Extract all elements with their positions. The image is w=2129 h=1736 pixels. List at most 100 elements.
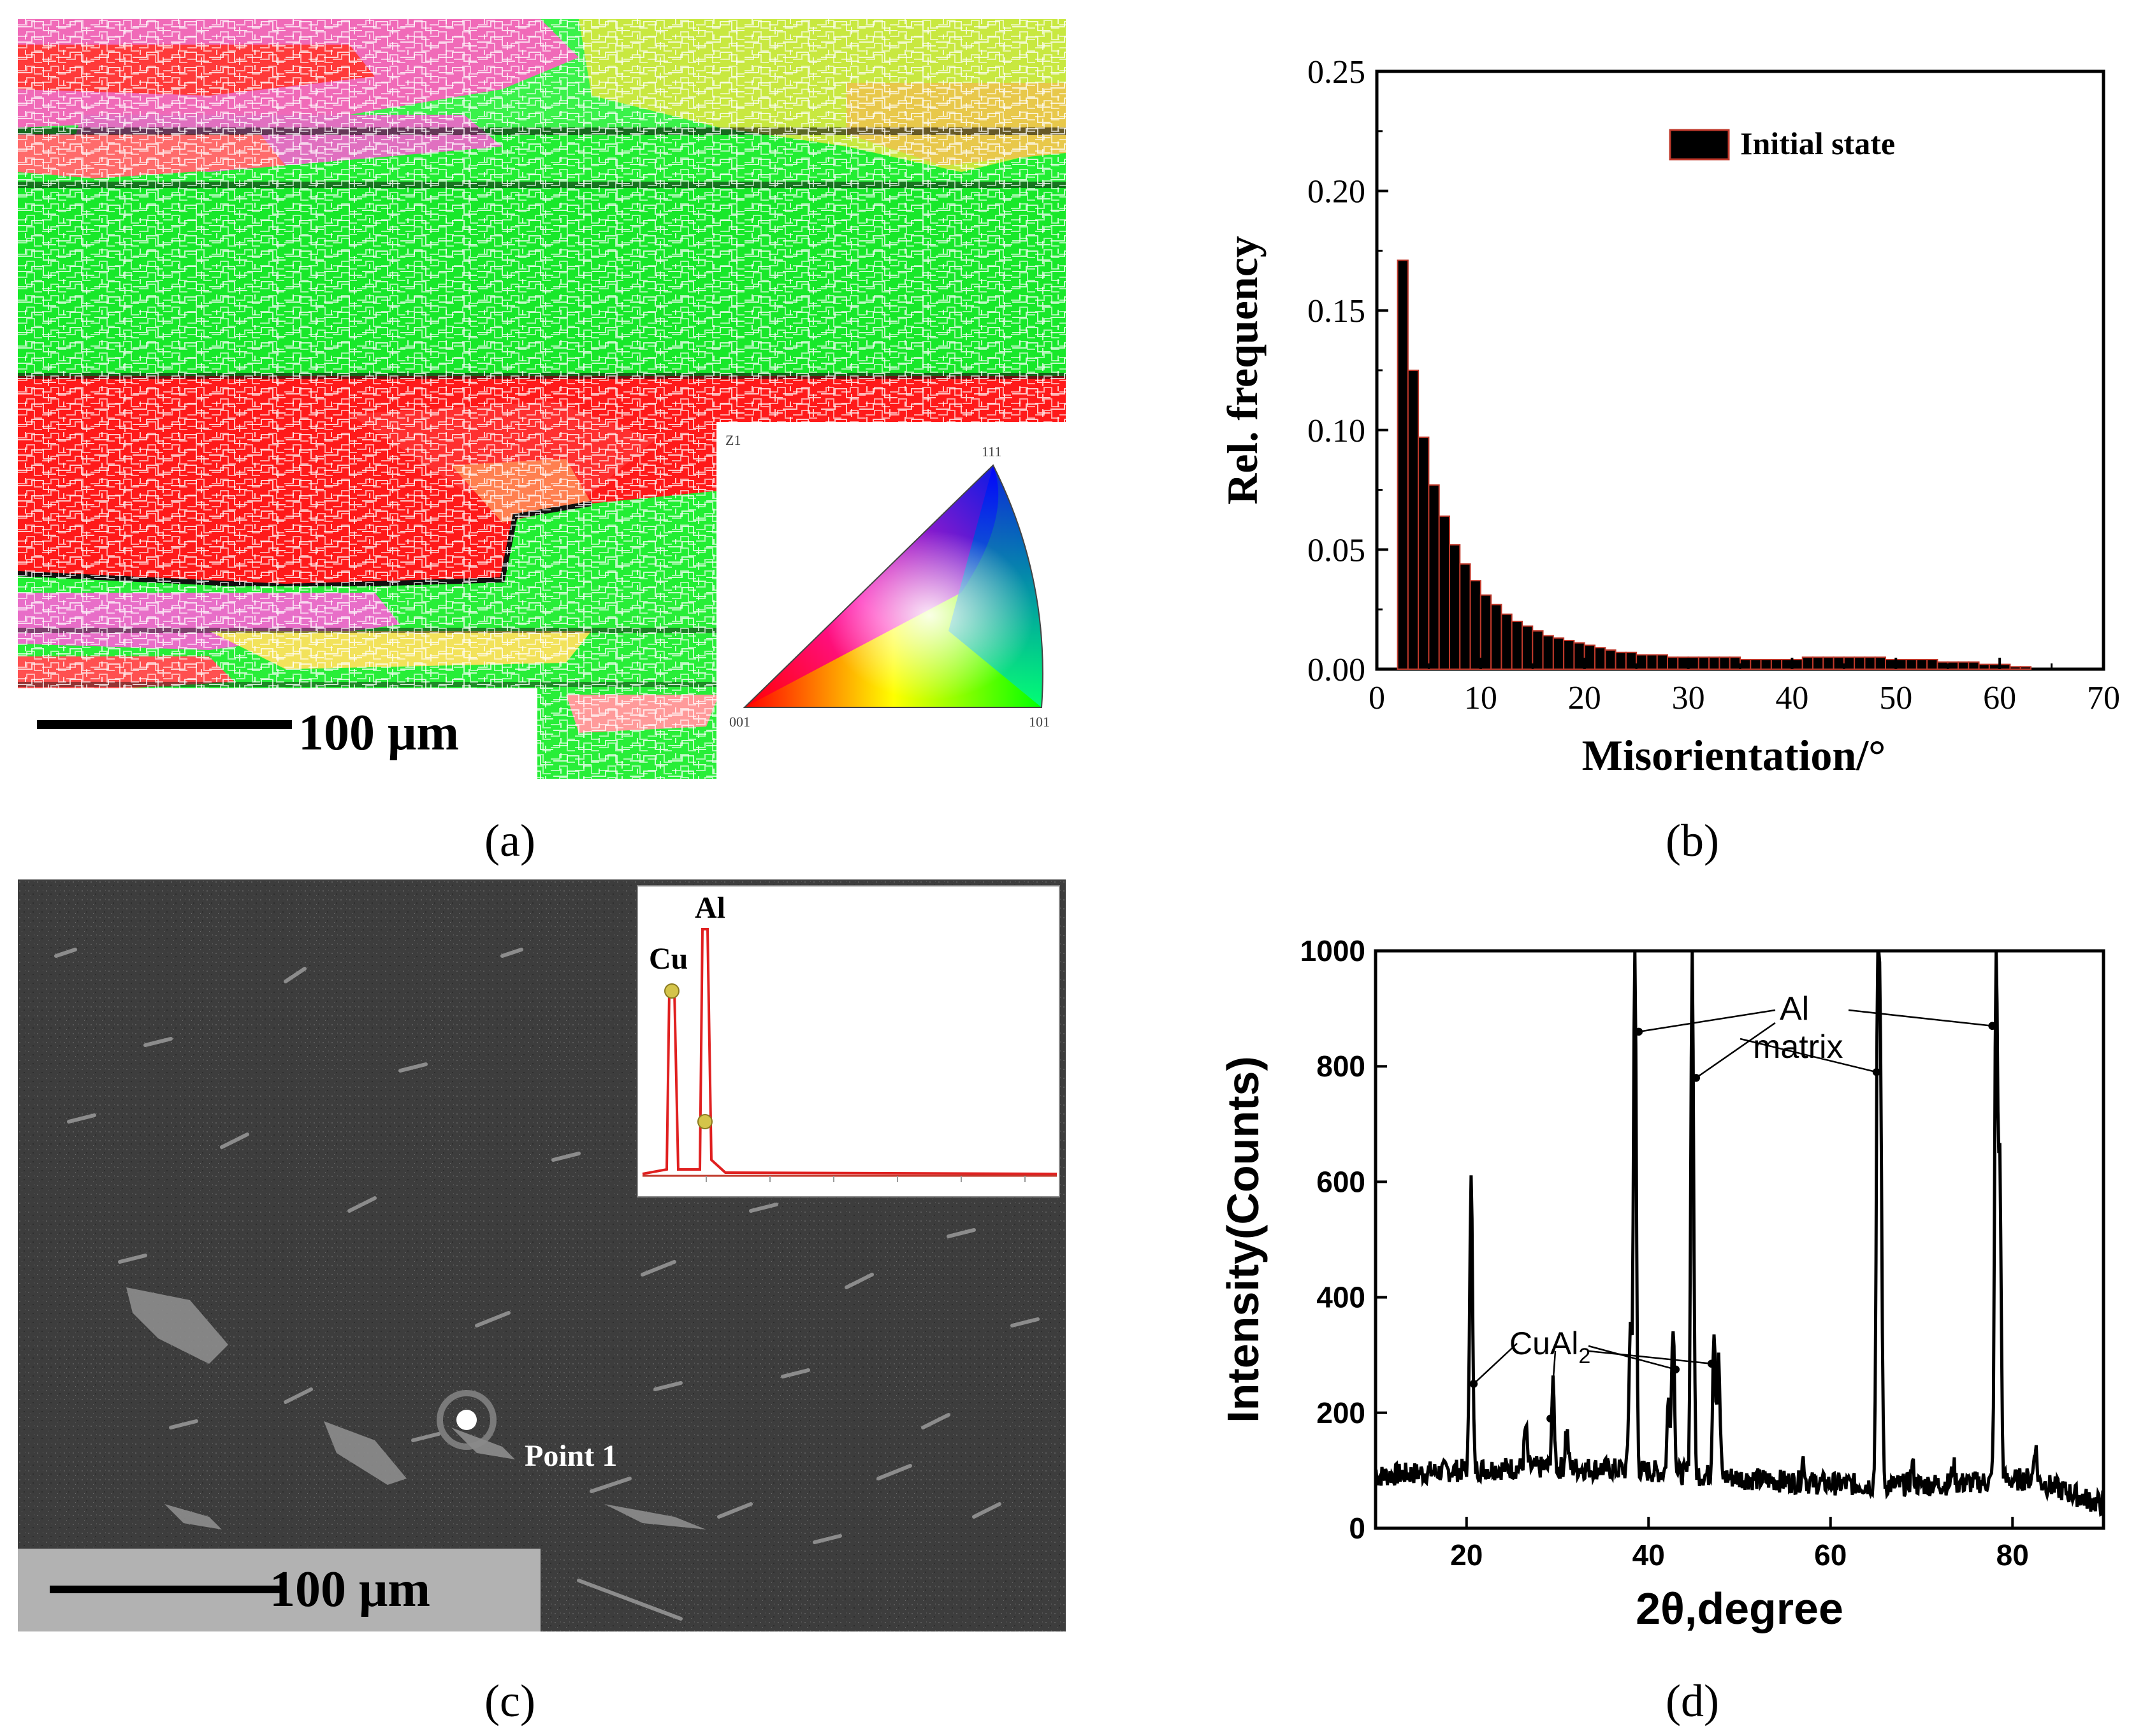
histogram-bar <box>1500 613 1513 670</box>
annotation-cual2-sub: 2 <box>1578 1344 1590 1368</box>
histogram-bar <box>1895 658 1907 670</box>
histogram-bar <box>1479 594 1492 670</box>
x-tick-label: 70 <box>2087 680 2120 716</box>
x-tick-label: 50 <box>1879 680 1912 716</box>
histogram-bar <box>1843 656 1856 670</box>
eds-spectrum-line <box>642 928 1057 1175</box>
y-tick-label: 0.05 <box>1307 532 1365 568</box>
x-tick-label: 60 <box>1814 1538 1847 1572</box>
ipf-label-111: 111 <box>982 444 1001 459</box>
histogram-bar <box>1708 656 1720 670</box>
histogram-bar <box>1822 656 1835 670</box>
histogram-bar <box>1677 656 1689 670</box>
x-tick-label: 60 <box>1983 680 2016 716</box>
histogram-bar <box>1760 658 1772 670</box>
cual2-arrow-head <box>1469 1380 1478 1388</box>
cual2-arrow-head <box>1546 1414 1555 1423</box>
x-tick-label: 0 <box>1369 680 1385 716</box>
point-1-marker <box>456 1410 477 1430</box>
histogram-bar <box>1770 658 1783 670</box>
eds-cu-label: Cu <box>649 942 688 976</box>
ipf-label-corner: Z1 <box>725 432 741 448</box>
histogram-bar <box>1532 630 1544 670</box>
cual2-arrow-head <box>1671 1365 1680 1374</box>
cual2-arrow <box>1550 1350 1557 1419</box>
y-tick-label: 400 <box>1316 1281 1365 1314</box>
histogram-bar <box>1636 654 1648 670</box>
histogram-bar <box>1418 437 1430 670</box>
x-tick-label: 40 <box>1775 680 1808 716</box>
histogram-bar <box>1936 661 1949 670</box>
chart-d-frame <box>1374 949 2105 1530</box>
histogram-bar <box>1542 635 1554 670</box>
cual2-arrow <box>1588 1345 1676 1371</box>
y-tick-label: 1000 <box>1300 934 1365 967</box>
annotation-cual2-main: CuAl <box>1509 1326 1578 1361</box>
y-tick-label: 0.00 <box>1307 652 1365 688</box>
chart-b-ylabel: Rel. frequency <box>1218 236 1267 505</box>
cual2-arrow <box>1473 1343 1518 1385</box>
histogram-bar <box>1958 661 1970 670</box>
ipf-color-key: Z1 111 001 101 <box>716 422 1066 779</box>
histogram-bar <box>1646 654 1658 670</box>
histogram-bar <box>1750 658 1762 670</box>
cual2-arrow-head <box>1707 1359 1716 1368</box>
histogram-bar <box>1947 661 1959 670</box>
histogram-bar <box>1781 658 1793 670</box>
histogram-bar <box>1926 658 1938 670</box>
histogram-bar <box>1428 484 1440 670</box>
ipf-label-101: 101 <box>1029 714 1050 730</box>
panel-c-sem-image: Point 1 Al Cu 100 μm <box>18 879 1066 1631</box>
annotation-matrix: matrix <box>1753 1029 1843 1066</box>
histogram-bar <box>1459 563 1471 670</box>
cual2-arrow <box>1588 1350 1712 1365</box>
histogram-bar <box>1511 620 1523 670</box>
panel-d-xrd-chart: 20 40 60 80 0 200 400 600 800 1000 Al matrix CuAl… <box>1198 918 2129 1644</box>
histogram-bar <box>1874 656 1886 670</box>
chart-d-xlabel: 2θ,degree <box>1636 1584 1843 1633</box>
chart-b-xlabel: Misorientation/° <box>1582 731 1886 779</box>
y-tick-label: 200 <box>1316 1396 1365 1429</box>
scale-label-a: 100 μm <box>298 705 459 761</box>
caption-b: (b) <box>1666 815 1719 866</box>
histogram-bar <box>1885 658 1897 670</box>
scale-bar-a: 100 μm <box>18 688 537 779</box>
chart-b-legend: Initial state <box>1669 126 1895 161</box>
al-arrow <box>1638 1009 1776 1033</box>
y-tick-label: 0.25 <box>1307 54 1365 90</box>
al-arrow-head <box>1988 1022 1996 1031</box>
histogram-bar <box>1697 656 1710 670</box>
x-tick-label: 80 <box>1996 1538 2029 1572</box>
histogram-bar <box>1469 580 1481 670</box>
histogram-bar <box>1801 656 1814 670</box>
precipitates <box>54 948 1040 1621</box>
histogram-bar <box>1999 663 2011 670</box>
histogram-bar <box>1522 625 1534 670</box>
caption-d: (d) <box>1666 1675 1719 1726</box>
histogram-bar <box>1615 651 1627 670</box>
histogram-bar <box>1438 515 1451 670</box>
histogram-bar <box>1864 656 1876 670</box>
histogram-bar <box>1791 658 1803 670</box>
histogram-bar <box>1740 658 1752 670</box>
histogram-bar <box>1905 658 1917 670</box>
histogram-bar <box>1656 654 1669 670</box>
histogram-bar <box>1573 642 1585 670</box>
histogram-bar <box>1988 663 2001 670</box>
y-tick-label: 600 <box>1316 1165 1365 1198</box>
histogram-bar <box>1490 604 1502 670</box>
xrd-pattern-line <box>1374 949 2105 1517</box>
caption-c: (c) <box>484 1675 535 1726</box>
chart-b-svg: 0 10 20 30 40 50 60 700.000.050.100.150.200.25 … <box>1218 54 2120 779</box>
x-tick-label: 10 <box>1464 680 1497 716</box>
histogram-bar <box>1968 661 1980 670</box>
panel-a-ebsd-map: Z1 111 001 101 100 μm <box>17 19 1066 779</box>
histogram-bar <box>1594 647 1606 670</box>
histogram-bar <box>1625 651 1638 670</box>
y-tick-label: 0.10 <box>1307 413 1365 449</box>
y-tick-label: 800 <box>1316 1050 1365 1083</box>
ipf-label-001: 001 <box>729 714 750 730</box>
x-tick-label: 20 <box>1450 1538 1483 1572</box>
histogram-bar <box>1812 656 1824 670</box>
